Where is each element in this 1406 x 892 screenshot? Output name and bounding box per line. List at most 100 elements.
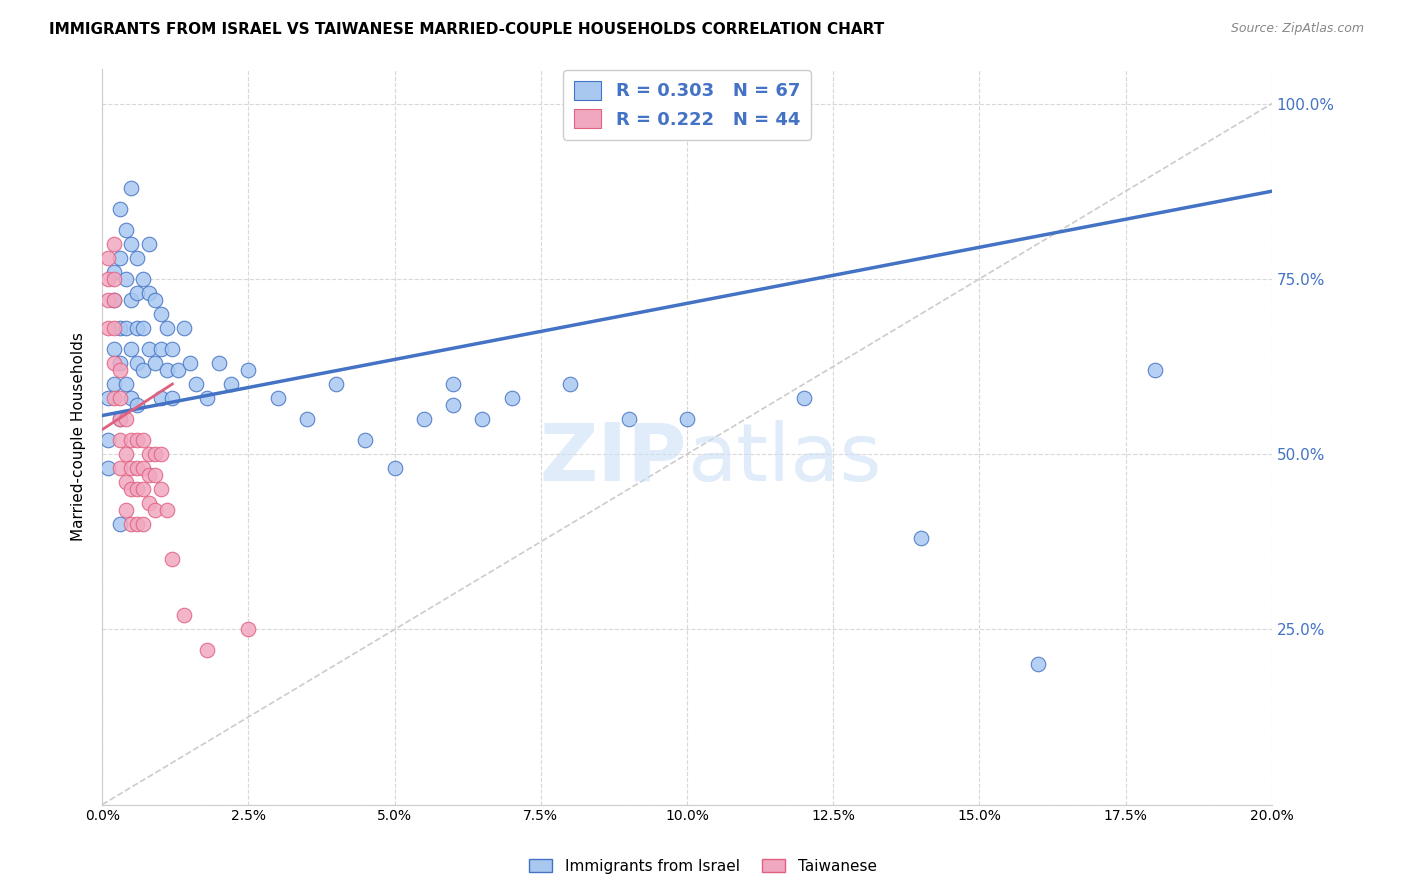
Point bbox=[155, 503, 177, 517]
Point bbox=[132, 461, 155, 475]
Point bbox=[114, 503, 136, 517]
Point bbox=[167, 363, 190, 377]
Point bbox=[132, 321, 155, 335]
Point bbox=[120, 517, 142, 532]
Text: IMMIGRANTS FROM ISRAEL VS TAIWANESE MARRIED-COUPLE HOUSEHOLDS CORRELATION CHART: IMMIGRANTS FROM ISRAEL VS TAIWANESE MARR… bbox=[49, 22, 884, 37]
Point bbox=[179, 356, 201, 370]
Point bbox=[127, 482, 149, 496]
Point bbox=[793, 391, 815, 405]
Point bbox=[149, 342, 172, 356]
Legend: Immigrants from Israel, Taiwanese: Immigrants from Israel, Taiwanese bbox=[523, 853, 883, 880]
Point bbox=[103, 391, 125, 405]
Point bbox=[97, 293, 120, 307]
Point bbox=[108, 251, 131, 265]
Text: atlas: atlas bbox=[688, 419, 882, 498]
Point bbox=[219, 376, 242, 391]
Point bbox=[114, 223, 136, 237]
Text: ZIP: ZIP bbox=[540, 419, 688, 498]
Point bbox=[676, 412, 699, 426]
Point bbox=[617, 412, 640, 426]
Point bbox=[238, 623, 260, 637]
Point bbox=[143, 356, 166, 370]
Point bbox=[138, 342, 160, 356]
Point bbox=[114, 475, 136, 490]
Point bbox=[149, 307, 172, 321]
Point bbox=[103, 272, 125, 286]
Point bbox=[149, 391, 172, 405]
Point bbox=[97, 321, 120, 335]
Point bbox=[412, 412, 434, 426]
Point bbox=[120, 180, 142, 194]
Point bbox=[97, 433, 120, 447]
Text: Source: ZipAtlas.com: Source: ZipAtlas.com bbox=[1230, 22, 1364, 36]
Point bbox=[97, 461, 120, 475]
Point bbox=[354, 433, 377, 447]
Point bbox=[143, 468, 166, 483]
Point bbox=[120, 433, 142, 447]
Point bbox=[108, 391, 131, 405]
Point bbox=[103, 265, 125, 279]
Point bbox=[471, 412, 494, 426]
Point bbox=[184, 376, 207, 391]
Point bbox=[114, 376, 136, 391]
Point bbox=[132, 517, 155, 532]
Point bbox=[441, 376, 464, 391]
Point bbox=[108, 363, 131, 377]
Point bbox=[97, 391, 120, 405]
Point bbox=[103, 293, 125, 307]
Point bbox=[108, 433, 131, 447]
Point bbox=[173, 608, 195, 623]
Point bbox=[1143, 363, 1166, 377]
Point bbox=[120, 293, 142, 307]
Point bbox=[108, 202, 131, 216]
Point bbox=[1026, 657, 1049, 672]
Point bbox=[138, 496, 160, 510]
Point bbox=[208, 356, 231, 370]
Point bbox=[132, 482, 155, 496]
Point bbox=[127, 433, 149, 447]
Point bbox=[108, 412, 131, 426]
Point bbox=[97, 272, 120, 286]
Point bbox=[238, 363, 260, 377]
Point bbox=[127, 285, 149, 300]
Point bbox=[103, 236, 125, 251]
Point bbox=[114, 412, 136, 426]
Point bbox=[114, 321, 136, 335]
Point bbox=[197, 391, 219, 405]
Point bbox=[910, 531, 932, 545]
Point bbox=[127, 321, 149, 335]
Point bbox=[127, 517, 149, 532]
Point bbox=[384, 461, 406, 475]
Point bbox=[197, 643, 219, 657]
Point bbox=[558, 376, 581, 391]
Point bbox=[108, 517, 131, 532]
Point bbox=[162, 342, 184, 356]
Point bbox=[120, 482, 142, 496]
Point bbox=[138, 447, 160, 461]
Point bbox=[132, 272, 155, 286]
Point bbox=[149, 482, 172, 496]
Point bbox=[138, 468, 160, 483]
Y-axis label: Married-couple Households: Married-couple Households bbox=[72, 332, 86, 541]
Point bbox=[173, 321, 195, 335]
Point bbox=[132, 433, 155, 447]
Point bbox=[127, 398, 149, 412]
Point bbox=[295, 412, 318, 426]
Point bbox=[108, 461, 131, 475]
Point bbox=[103, 356, 125, 370]
Point bbox=[103, 321, 125, 335]
Point bbox=[138, 236, 160, 251]
Point bbox=[103, 376, 125, 391]
Point bbox=[441, 398, 464, 412]
Point bbox=[149, 447, 172, 461]
Point bbox=[127, 251, 149, 265]
Legend: R = 0.303   N = 67, R = 0.222   N = 44: R = 0.303 N = 67, R = 0.222 N = 44 bbox=[564, 70, 811, 139]
Point bbox=[501, 391, 523, 405]
Point bbox=[120, 236, 142, 251]
Point bbox=[103, 342, 125, 356]
Point bbox=[108, 356, 131, 370]
Point bbox=[127, 461, 149, 475]
Point bbox=[120, 342, 142, 356]
Point bbox=[325, 376, 347, 391]
Point bbox=[114, 447, 136, 461]
